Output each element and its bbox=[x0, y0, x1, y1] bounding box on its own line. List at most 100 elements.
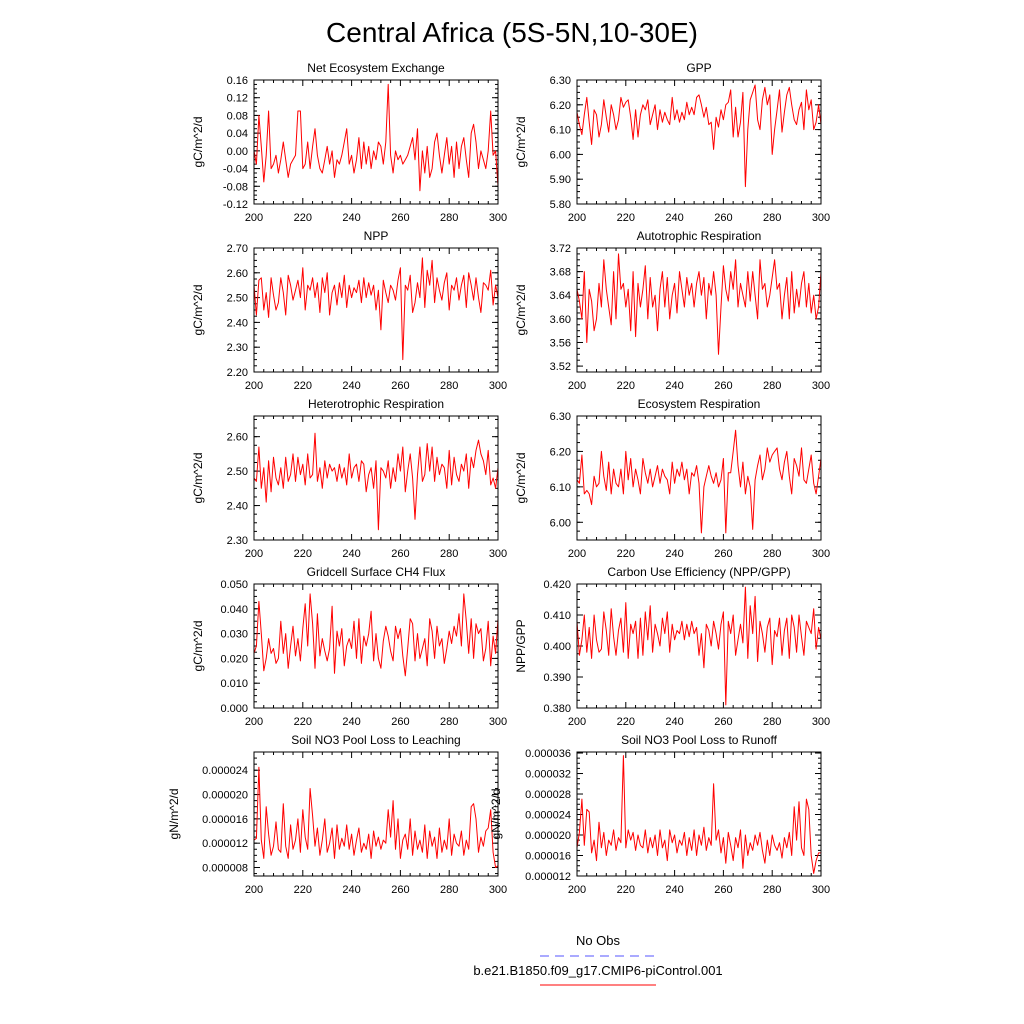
x-tick-label: 200 bbox=[245, 380, 263, 392]
y-tick-label: -0.04 bbox=[223, 164, 248, 176]
panel-title: Ecosystem Respiration bbox=[638, 397, 761, 411]
x-tick-label: 220 bbox=[294, 380, 312, 392]
y-tick-label: 0.420 bbox=[543, 579, 571, 591]
x-tick-label: 240 bbox=[665, 212, 683, 224]
panel-soil-no3-pool-loss-to-leaching: Soil NO3 Pool Loss to Leaching gN/m^2/d 20… bbox=[167, 733, 507, 896]
y-tick-label: 0.020 bbox=[220, 653, 248, 665]
x-tick-label: 200 bbox=[568, 380, 586, 392]
x-tick-label: 260 bbox=[714, 548, 732, 560]
panel-title: NPP bbox=[364, 229, 389, 243]
y-tick-label: 0.400 bbox=[543, 641, 571, 653]
x-tick-label: 220 bbox=[617, 548, 635, 560]
legend-model-label: b.e21.B1850.f09_g17.CMIP6-piControl.001 bbox=[473, 963, 722, 978]
y-tick-label: 0.000012 bbox=[525, 871, 571, 883]
y-tick-label: 0.000016 bbox=[525, 851, 571, 863]
y-tick-label: 3.68 bbox=[550, 267, 571, 279]
x-tick-label: 200 bbox=[245, 548, 263, 560]
y-tick-label: 6.10 bbox=[550, 125, 571, 137]
x-tick-label: 200 bbox=[568, 884, 586, 896]
y-axis-label: gC/m^2/d bbox=[514, 117, 528, 168]
x-tick-label: 240 bbox=[342, 716, 360, 728]
panel-autotrophic-respiration: Autotrophic Respiration gC/m^2/d 200 220 240… bbox=[514, 229, 830, 392]
y-tick-label: 6.30 bbox=[550, 75, 571, 87]
x-tick-label: 280 bbox=[440, 212, 458, 224]
y-axis-label: gC/m^2/d bbox=[514, 285, 528, 336]
y-tick-label: 5.80 bbox=[550, 199, 571, 211]
x-tick-label: 260 bbox=[391, 716, 409, 728]
y-tick-label: 2.60 bbox=[227, 268, 248, 280]
series-line bbox=[576, 253, 822, 355]
panel-gridcell-surface-ch4-flux: Gridcell Surface CH4 Flux gC/m^2/d 200 220 2… bbox=[191, 565, 507, 728]
y-tick-label: 0.050 bbox=[220, 579, 248, 591]
y-tick-label: 0.000020 bbox=[525, 830, 571, 842]
y-tick-label: 0.000024 bbox=[202, 765, 248, 777]
x-tick-label: 240 bbox=[665, 380, 683, 392]
y-tick-label: 0.010 bbox=[220, 678, 248, 690]
y-tick-label: 6.30 bbox=[550, 411, 571, 423]
y-tick-label: 0.16 bbox=[227, 75, 248, 87]
panel-title: Net Ecosystem Exchange bbox=[307, 61, 445, 75]
y-tick-label: 0.000016 bbox=[202, 814, 248, 826]
y-tick-label: 2.30 bbox=[227, 342, 248, 354]
y-axis-label: gC/m^2/d bbox=[191, 453, 205, 504]
x-tick-label: 220 bbox=[294, 716, 312, 728]
legend-obs-label: No Obs bbox=[576, 933, 621, 948]
panels: Net Ecosystem Exchange gC/m^2/d 200 220 240 2… bbox=[167, 61, 830, 896]
x-tick-label: 240 bbox=[342, 380, 360, 392]
x-tick-label: 300 bbox=[812, 212, 830, 224]
x-tick-label: 240 bbox=[342, 212, 360, 224]
panel-carbon-use-efficiency-npp-gpp: Carbon Use Efficiency (NPP/GPP) NPP/GPP 20… bbox=[514, 565, 830, 728]
y-tick-label: 3.72 bbox=[550, 243, 571, 255]
y-tick-label: 6.00 bbox=[550, 517, 571, 529]
x-tick-label: 280 bbox=[440, 548, 458, 560]
x-tick-label: 300 bbox=[489, 380, 507, 392]
y-tick-label: 0.000028 bbox=[525, 789, 571, 801]
x-tick-label: 240 bbox=[342, 884, 360, 896]
panel-title: Soil NO3 Pool Loss to Leaching bbox=[291, 733, 460, 747]
panel-soil-no3-pool-loss-to-runoff: Soil NO3 Pool Loss to Runoff gN/m^2/d 200 2… bbox=[489, 733, 830, 896]
y-axis-label: NPP/GPP bbox=[514, 619, 528, 672]
x-tick-label: 200 bbox=[568, 548, 586, 560]
y-tick-label: 0.000 bbox=[220, 703, 248, 715]
y-tick-label: 2.60 bbox=[227, 432, 248, 444]
series-line bbox=[253, 83, 499, 192]
x-tick-label: 240 bbox=[665, 884, 683, 896]
y-tick-label: 2.50 bbox=[227, 466, 248, 478]
x-tick-label: 300 bbox=[489, 548, 507, 560]
y-tick-label: 0.000012 bbox=[202, 838, 248, 850]
plot-frame bbox=[576, 751, 822, 877]
x-tick-label: 280 bbox=[763, 884, 781, 896]
y-axis-label: gC/m^2/d bbox=[191, 621, 205, 672]
series-line bbox=[253, 257, 499, 361]
y-axis-label: gN/m^2/d bbox=[489, 789, 503, 840]
panel-title: Heterotrophic Respiration bbox=[308, 397, 444, 411]
y-tick-label: 6.20 bbox=[550, 446, 571, 458]
x-tick-label: 260 bbox=[714, 884, 732, 896]
x-tick-label: 280 bbox=[440, 884, 458, 896]
panel-title: Carbon Use Efficiency (NPP/GPP) bbox=[607, 565, 790, 579]
y-tick-label: 0.000008 bbox=[202, 862, 248, 874]
series-line bbox=[576, 586, 822, 706]
y-tick-label: -0.12 bbox=[223, 199, 248, 211]
y-axis-label: gN/m^2/d bbox=[167, 789, 181, 840]
x-tick-label: 300 bbox=[812, 548, 830, 560]
x-tick-label: 280 bbox=[763, 716, 781, 728]
x-tick-label: 280 bbox=[763, 380, 781, 392]
panel-gpp: GPP gC/m^2/d 200 220 240 260 280 300 5.80 5.90 6.0… bbox=[514, 61, 830, 224]
x-tick-label: 260 bbox=[391, 548, 409, 560]
x-tick-label: 220 bbox=[617, 716, 635, 728]
y-tick-label: 2.50 bbox=[227, 293, 248, 305]
y-tick-label: 6.10 bbox=[550, 482, 571, 494]
x-tick-label: 260 bbox=[391, 884, 409, 896]
series-line bbox=[576, 755, 821, 874]
series-line bbox=[253, 766, 499, 868]
x-tick-label: 260 bbox=[391, 380, 409, 392]
panel-net-ecosystem-exchange: Net Ecosystem Exchange gC/m^2/d 200 220 240 2… bbox=[191, 61, 507, 224]
plot-frame bbox=[576, 415, 822, 541]
plot-frame bbox=[253, 583, 499, 709]
x-tick-label: 220 bbox=[294, 548, 312, 560]
x-tick-label: 280 bbox=[763, 212, 781, 224]
y-tick-label: 2.20 bbox=[227, 367, 248, 379]
y-tick-label: 3.64 bbox=[550, 290, 571, 302]
